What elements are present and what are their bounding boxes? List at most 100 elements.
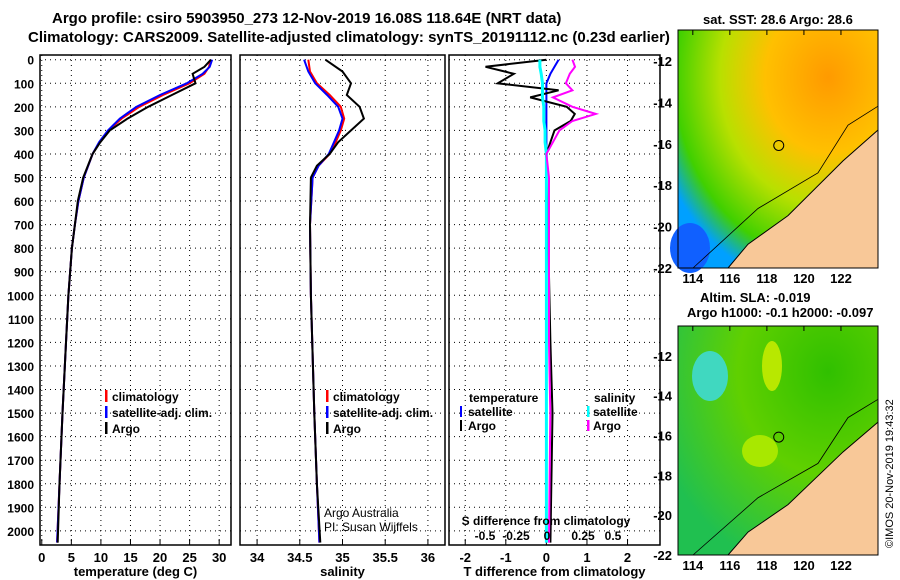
series-s-satellite <box>538 59 548 543</box>
high-sla-patch <box>742 435 778 467</box>
xtick-label: 34.5 <box>287 550 312 565</box>
legend-t-item: satellite <box>468 405 513 419</box>
xaxis-label: T difference from climatology <box>463 564 646 579</box>
map-frame <box>677 29 879 269</box>
ytick-label: 900 <box>14 266 34 280</box>
legend-swatch <box>105 390 108 402</box>
ytick-label: 1900 <box>7 501 34 515</box>
ytick-label: 2000 <box>7 525 34 539</box>
map-xtick-label: 118 <box>756 271 777 286</box>
xtick-label: 1 <box>583 550 590 565</box>
map-ytick-label: -16 <box>653 429 672 444</box>
plot-frame-difference <box>448 54 661 546</box>
map-ytick-label: -14 <box>653 389 673 404</box>
xtick-label: -1 <box>500 550 512 565</box>
map-xtick-label: 114 <box>682 558 704 573</box>
xtick-label: 35.5 <box>373 550 398 565</box>
credit-label: Argo Australia <box>324 506 399 520</box>
ytick-label: 1600 <box>7 431 34 445</box>
s-tick-label: 0.25 <box>571 529 595 543</box>
isobath-contour <box>692 105 879 269</box>
legend-label-0: climatology <box>333 390 400 404</box>
ytick-label: 300 <box>14 124 34 138</box>
map-ytick-label: -12 <box>653 54 672 69</box>
cold-patch <box>670 223 710 273</box>
pi-label: PI: Susan Wijffels <box>324 520 418 534</box>
xtick-label: 36 <box>421 550 435 565</box>
xtick-label: 10 <box>94 550 108 565</box>
legend-swatch <box>587 406 590 417</box>
series-satellite-adj-clim- <box>56 59 214 543</box>
ytick-label: 500 <box>14 172 34 186</box>
map-ytick-label: -20 <box>653 220 672 235</box>
ytick-label: 1800 <box>7 478 34 492</box>
low-sla-patch <box>692 351 728 401</box>
legend-label-1: satellite-adj. clim. <box>333 406 433 420</box>
map-xtick-label: 116 <box>719 271 740 286</box>
xtick-label: 20 <box>153 550 167 565</box>
map-ytick-label: -18 <box>653 468 672 483</box>
isobath-contour <box>692 398 879 556</box>
map-sla-title-1: Altim. SLA: -0.019 <box>700 290 811 305</box>
legend-swatch <box>105 406 108 418</box>
ytick-label: 1300 <box>7 360 34 374</box>
argo-location-marker <box>773 139 785 151</box>
map-xtick-label: 122 <box>830 271 852 286</box>
map-ytick-label: -16 <box>653 137 672 152</box>
map-xtick-label: 116 <box>719 558 740 573</box>
map-xtick-label: 120 <box>793 558 815 573</box>
legend-swatch <box>326 422 329 434</box>
map-sst-title: sat. SST: 28.6 Argo: 28.6 <box>703 12 853 27</box>
title-line-2: Climatology: CARS2009. Satellite-adjuste… <box>28 29 670 46</box>
s-axis-label: S difference from climatology <box>462 514 631 528</box>
xtick-label: 0 <box>38 550 45 565</box>
legend-label-1: satellite-adj. clim. <box>112 406 212 420</box>
ytick-label: 1100 <box>8 313 34 327</box>
ytick-label: 700 <box>14 219 34 233</box>
map-sla-title-2: Argo h1000: -0.1 h2000: -0.097 <box>687 305 874 320</box>
map-frame <box>677 325 879 556</box>
series-argo <box>56 59 212 543</box>
ytick-label: 0 <box>27 54 34 68</box>
map-ytick-label: -22 <box>653 261 672 276</box>
legend-swatch <box>460 420 462 431</box>
legend-swatch <box>326 390 329 402</box>
ytick-label: 800 <box>14 242 34 256</box>
ytick-label: 1500 <box>7 407 34 421</box>
legend-s-title: salinity <box>594 391 636 405</box>
xtick-label: 0 <box>543 550 550 565</box>
legend-swatch <box>326 406 329 418</box>
map-xtick-label: 120 <box>793 271 815 286</box>
ytick-label: 600 <box>14 195 34 209</box>
xtick-label: 2 <box>624 550 631 565</box>
ytick-label: 400 <box>14 148 34 162</box>
xaxis-label: salinity <box>320 564 366 579</box>
xtick-label: 25 <box>182 550 196 565</box>
map-ytick-label: -12 <box>653 349 672 364</box>
plot-frame-temperature <box>39 54 232 546</box>
s-tick-label: -0.5 <box>475 529 496 543</box>
s-tick-label: 0.5 <box>605 529 622 543</box>
legend-label-0: climatology <box>112 390 179 404</box>
map-ytick-label: -18 <box>653 178 672 193</box>
ytick-label: 1200 <box>7 336 34 350</box>
legend-swatch <box>460 406 462 417</box>
map-ytick-label: -14 <box>653 95 673 110</box>
legend-swatch <box>105 422 108 434</box>
xtick-label: 15 <box>123 550 137 565</box>
map-ytick-label: -22 <box>653 548 672 563</box>
ytick-label: 1400 <box>7 384 34 398</box>
xtick-label: 35 <box>335 550 349 565</box>
map-xtick-label: 118 <box>756 558 777 573</box>
xtick-label: 30 <box>212 550 226 565</box>
ytick-label: 100 <box>14 77 34 91</box>
legend-swatch <box>587 420 590 431</box>
legend-label-2: Argo <box>112 422 140 436</box>
legend-s-item: Argo <box>593 419 621 433</box>
ytick-label: 1700 <box>7 454 34 468</box>
ytick-label: 1000 <box>7 289 34 303</box>
xtick-label: 5 <box>68 550 75 565</box>
series-climatology <box>56 59 212 543</box>
